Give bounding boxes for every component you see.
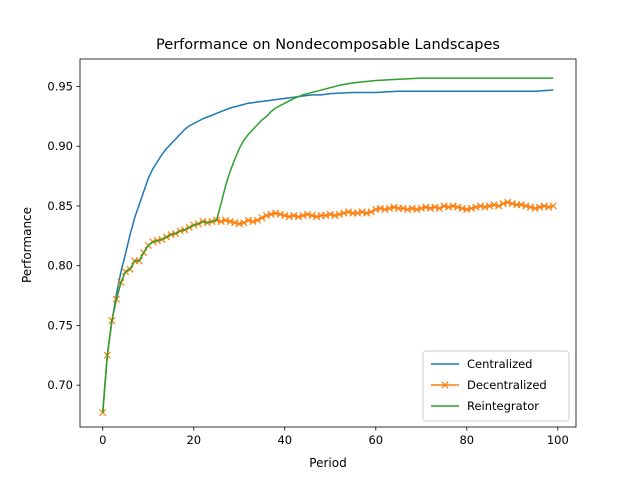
data-point-marker [358,208,366,216]
data-point-marker [376,204,384,212]
x-tick-label: 20 [186,433,201,447]
y-tick-label: 0.85 [47,199,73,213]
legend-label: Reintegrator [467,399,539,413]
data-point-marker [340,209,348,217]
data-point-marker [226,217,234,226]
series-line-2 [102,77,554,413]
data-point-marker [231,219,239,227]
data-point-marker [467,204,475,212]
legend-label: Decentralized [467,378,547,392]
y-tick-label: 0.75 [47,318,73,332]
data-point-marker [449,202,457,210]
data-point-marker [372,205,380,214]
data-point-marker [495,202,503,210]
data-point-marker [399,204,407,212]
y-tick-label: 0.90 [47,139,73,153]
data-point-marker [426,204,435,212]
data-point-marker [344,208,353,216]
data-point-marker [531,204,539,212]
data-point-marker [458,204,466,212]
data-point-marker [535,203,544,211]
data-point-marker [258,214,266,222]
data-point-marker [472,203,480,211]
series-line-0 [102,89,554,413]
data-point-marker [413,205,421,214]
data-point-marker [294,213,303,221]
x-tick-label: 60 [368,433,383,447]
data-point-marker [385,204,394,212]
data-point-marker [454,203,462,211]
data-point-marker [545,203,553,211]
data-point-marker [522,202,530,210]
data-point-marker [499,199,507,208]
data-point-marker [417,204,425,212]
data-point-marker [308,211,316,220]
data-point-marker [390,203,398,211]
data-point-marker [476,202,485,210]
data-point-marker [490,201,498,209]
data-point-marker [367,208,375,216]
data-point-marker [240,219,248,227]
y-tick-label: 0.80 [47,259,73,273]
data-point-marker [267,210,275,218]
data-point-marker [504,198,512,207]
data-point-marker [540,202,548,210]
x-axis-label: Period [309,456,346,470]
data-point-marker [272,209,280,217]
x-tick-label: 40 [277,433,292,447]
legend: Centralized Decentralized Reintegrator [422,350,570,422]
axes-layer: 0 20 40 60 80 100 0.70 0.75 0.80 0.85 0.90 0.95 [47,58,577,447]
data-point-marker [244,216,252,224]
data-point-marker [285,213,293,221]
legend-label: Centralized [467,357,532,371]
data-point-marker [335,210,344,218]
y-tick-label: 0.70 [47,378,73,392]
data-point-marker [353,209,362,217]
data-point-marker [249,217,257,226]
data-point-marker [517,201,526,209]
data-point-marker [290,211,298,220]
data-point-marker [408,204,416,212]
data-point-marker [444,203,453,211]
legend-marker [441,381,449,389]
data-point-marker [508,199,516,208]
data-point-marker [322,211,330,220]
data-point-marker [299,211,307,220]
data-point-marker [549,202,557,210]
data-point-marker [331,211,339,220]
data-point-marker [404,205,412,214]
data-point-marker [381,205,389,214]
data-point-marker [485,202,494,210]
data-point-marker [217,217,225,226]
y-tick-label: 0.95 [47,79,73,93]
data-point-marker [99,409,107,417]
data-point-marker [262,211,271,220]
legend-box [422,350,570,422]
data-point-marker [440,202,448,210]
data-point-marker [463,205,471,214]
data-point-marker [481,203,489,211]
data-point-marker [431,203,439,211]
data-point-marker [281,211,289,220]
data-point-marker [435,204,444,212]
data-point-marker [221,216,230,224]
x-tick-label: 0 [99,433,106,447]
data-point-marker [326,210,334,218]
data-point-marker [303,210,312,218]
x-tick-label: 100 [547,433,569,447]
series-layer [99,77,557,417]
y-axis-label: Performance [20,207,34,283]
chart-title: Performance on Nondecomposable Landscape… [156,37,500,53]
data-point-marker [253,216,262,224]
x-tick-label: 80 [459,433,474,447]
data-point-marker [312,213,321,221]
plot-frame [79,58,577,428]
data-point-marker [276,210,284,218]
data-point-marker [235,220,243,228]
data-point-marker [422,203,430,211]
data-point-marker [526,203,535,211]
data-point-marker [363,209,371,217]
